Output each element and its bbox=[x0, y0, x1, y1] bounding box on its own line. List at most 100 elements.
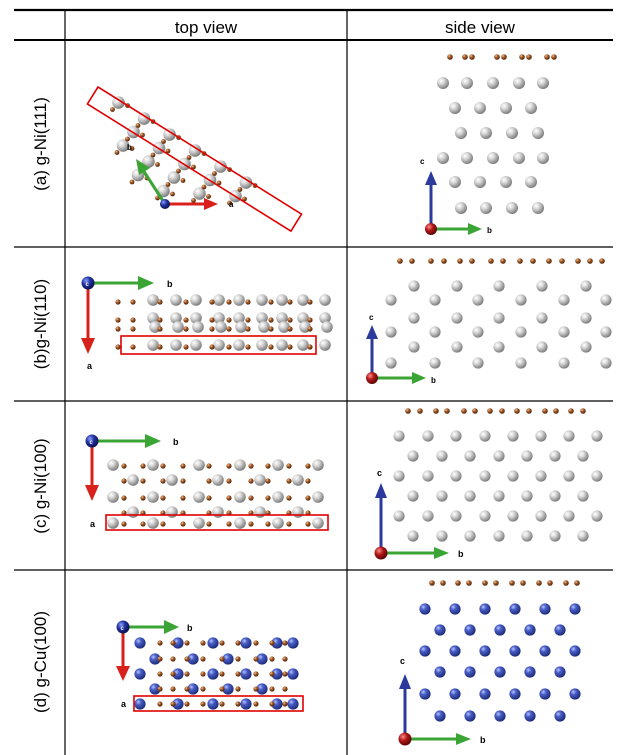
nickel-atom bbox=[472, 357, 484, 369]
atoms-c-side bbox=[393, 408, 603, 542]
carbon-atom bbox=[140, 521, 146, 527]
copper-atom bbox=[539, 645, 551, 657]
carbon-atom bbox=[165, 148, 171, 154]
copper-atom bbox=[449, 603, 461, 615]
nickel-atom bbox=[137, 112, 151, 125]
nickel-atom bbox=[407, 450, 419, 462]
carbon-atom bbox=[180, 495, 186, 501]
carbon-atom bbox=[157, 686, 163, 692]
carbon-atom bbox=[253, 686, 259, 692]
carbon-atom bbox=[209, 299, 215, 305]
copper-atom bbox=[539, 688, 551, 700]
carbon-atom bbox=[269, 640, 275, 646]
copper-atom bbox=[464, 710, 476, 722]
atom-layer bbox=[107, 54, 612, 722]
copper-atom bbox=[287, 637, 299, 649]
nickel-atom bbox=[600, 326, 612, 338]
carbon-atom bbox=[209, 326, 215, 332]
carbon-atom bbox=[129, 179, 135, 185]
nickel-atom bbox=[408, 280, 420, 292]
axis-label-b: b bbox=[167, 279, 173, 289]
nickel-atom bbox=[549, 530, 561, 542]
nickel-atom bbox=[521, 450, 533, 462]
carbon-atom bbox=[206, 478, 212, 484]
header-side-view: side view bbox=[445, 18, 516, 37]
nickel-atom bbox=[278, 321, 290, 333]
carbon-atom bbox=[248, 495, 254, 501]
carbon-atom bbox=[184, 671, 190, 677]
copper-atom bbox=[172, 668, 184, 680]
nickel-atom bbox=[127, 506, 139, 518]
carbon-atom bbox=[417, 408, 423, 414]
nickel-atom bbox=[558, 357, 570, 369]
copper-atom bbox=[539, 603, 551, 615]
carbon-atom bbox=[305, 478, 311, 484]
atoms-b-side bbox=[385, 258, 612, 369]
copper-atom bbox=[134, 698, 146, 710]
nickel-atom bbox=[193, 517, 205, 529]
axis-label-c: c bbox=[400, 656, 405, 666]
carbon-atom bbox=[268, 326, 274, 332]
nickel-atom bbox=[472, 326, 484, 338]
carbon-atom bbox=[307, 299, 313, 305]
copper-atom bbox=[494, 710, 506, 722]
row-label-d: (d) g-Cu(100) bbox=[31, 611, 50, 713]
nickel-atom bbox=[532, 127, 544, 139]
nickel-atom bbox=[507, 470, 519, 482]
nickel-atom bbox=[239, 176, 253, 189]
carbon-atom bbox=[282, 701, 288, 707]
atoms-a-side bbox=[437, 54, 557, 214]
carbon-atom bbox=[161, 139, 166, 144]
carbon-atom bbox=[227, 200, 232, 206]
nickel-atom bbox=[563, 510, 575, 522]
carbon-atom bbox=[206, 463, 212, 469]
carbon-atom bbox=[546, 258, 552, 264]
nickel-atom bbox=[507, 510, 519, 522]
atoms-b-top bbox=[115, 294, 333, 351]
axes-triad: c b bbox=[420, 157, 492, 235]
carbon-atom bbox=[180, 478, 186, 484]
carbon-atom bbox=[155, 162, 160, 167]
carbon-atom bbox=[140, 478, 146, 484]
nickel-atom bbox=[436, 450, 448, 462]
nickel-atom bbox=[580, 312, 592, 324]
nickel-atom bbox=[436, 530, 448, 542]
nickel-atom bbox=[321, 321, 333, 333]
carbon-atom bbox=[268, 317, 274, 323]
carbon-atom bbox=[160, 495, 166, 501]
carbon-atom bbox=[441, 258, 447, 264]
carbon-atom bbox=[282, 656, 288, 662]
nickel-atom bbox=[535, 510, 547, 522]
panel-b-side: c b bbox=[366, 313, 436, 385]
carbon-atom bbox=[186, 155, 192, 160]
nickel-atom bbox=[479, 430, 491, 442]
carbon-atom bbox=[587, 258, 593, 264]
header-top-view: top view bbox=[175, 18, 238, 37]
nickel-atom bbox=[549, 490, 561, 502]
carbon-atom bbox=[157, 317, 163, 323]
nickel-atom bbox=[525, 102, 537, 114]
carbon-atom bbox=[287, 299, 293, 305]
nickel-atom bbox=[385, 294, 397, 306]
nickel-atom bbox=[436, 490, 448, 502]
carbon-atom bbox=[180, 463, 186, 469]
nickel-atom bbox=[213, 339, 225, 351]
nickel-atom bbox=[472, 294, 484, 306]
nickel-atom bbox=[147, 294, 159, 306]
nickel-atom bbox=[535, 430, 547, 442]
carbon-atom bbox=[268, 299, 274, 305]
carbon-atom bbox=[469, 258, 475, 264]
copper-atom bbox=[569, 603, 581, 615]
carbon-atom bbox=[265, 463, 271, 469]
carbon-atom bbox=[268, 344, 274, 350]
nickel-atom bbox=[167, 171, 181, 184]
axes-triad: c b bbox=[374, 468, 464, 560]
nickel-atom bbox=[437, 152, 449, 164]
carbon-atom bbox=[170, 656, 176, 662]
nickel-atom bbox=[276, 312, 288, 324]
carbon-atom bbox=[287, 317, 293, 323]
carbon-atom bbox=[457, 258, 463, 264]
carbon-atom bbox=[183, 317, 189, 323]
carbon-atom bbox=[226, 521, 232, 527]
nickel-atom bbox=[234, 491, 246, 503]
